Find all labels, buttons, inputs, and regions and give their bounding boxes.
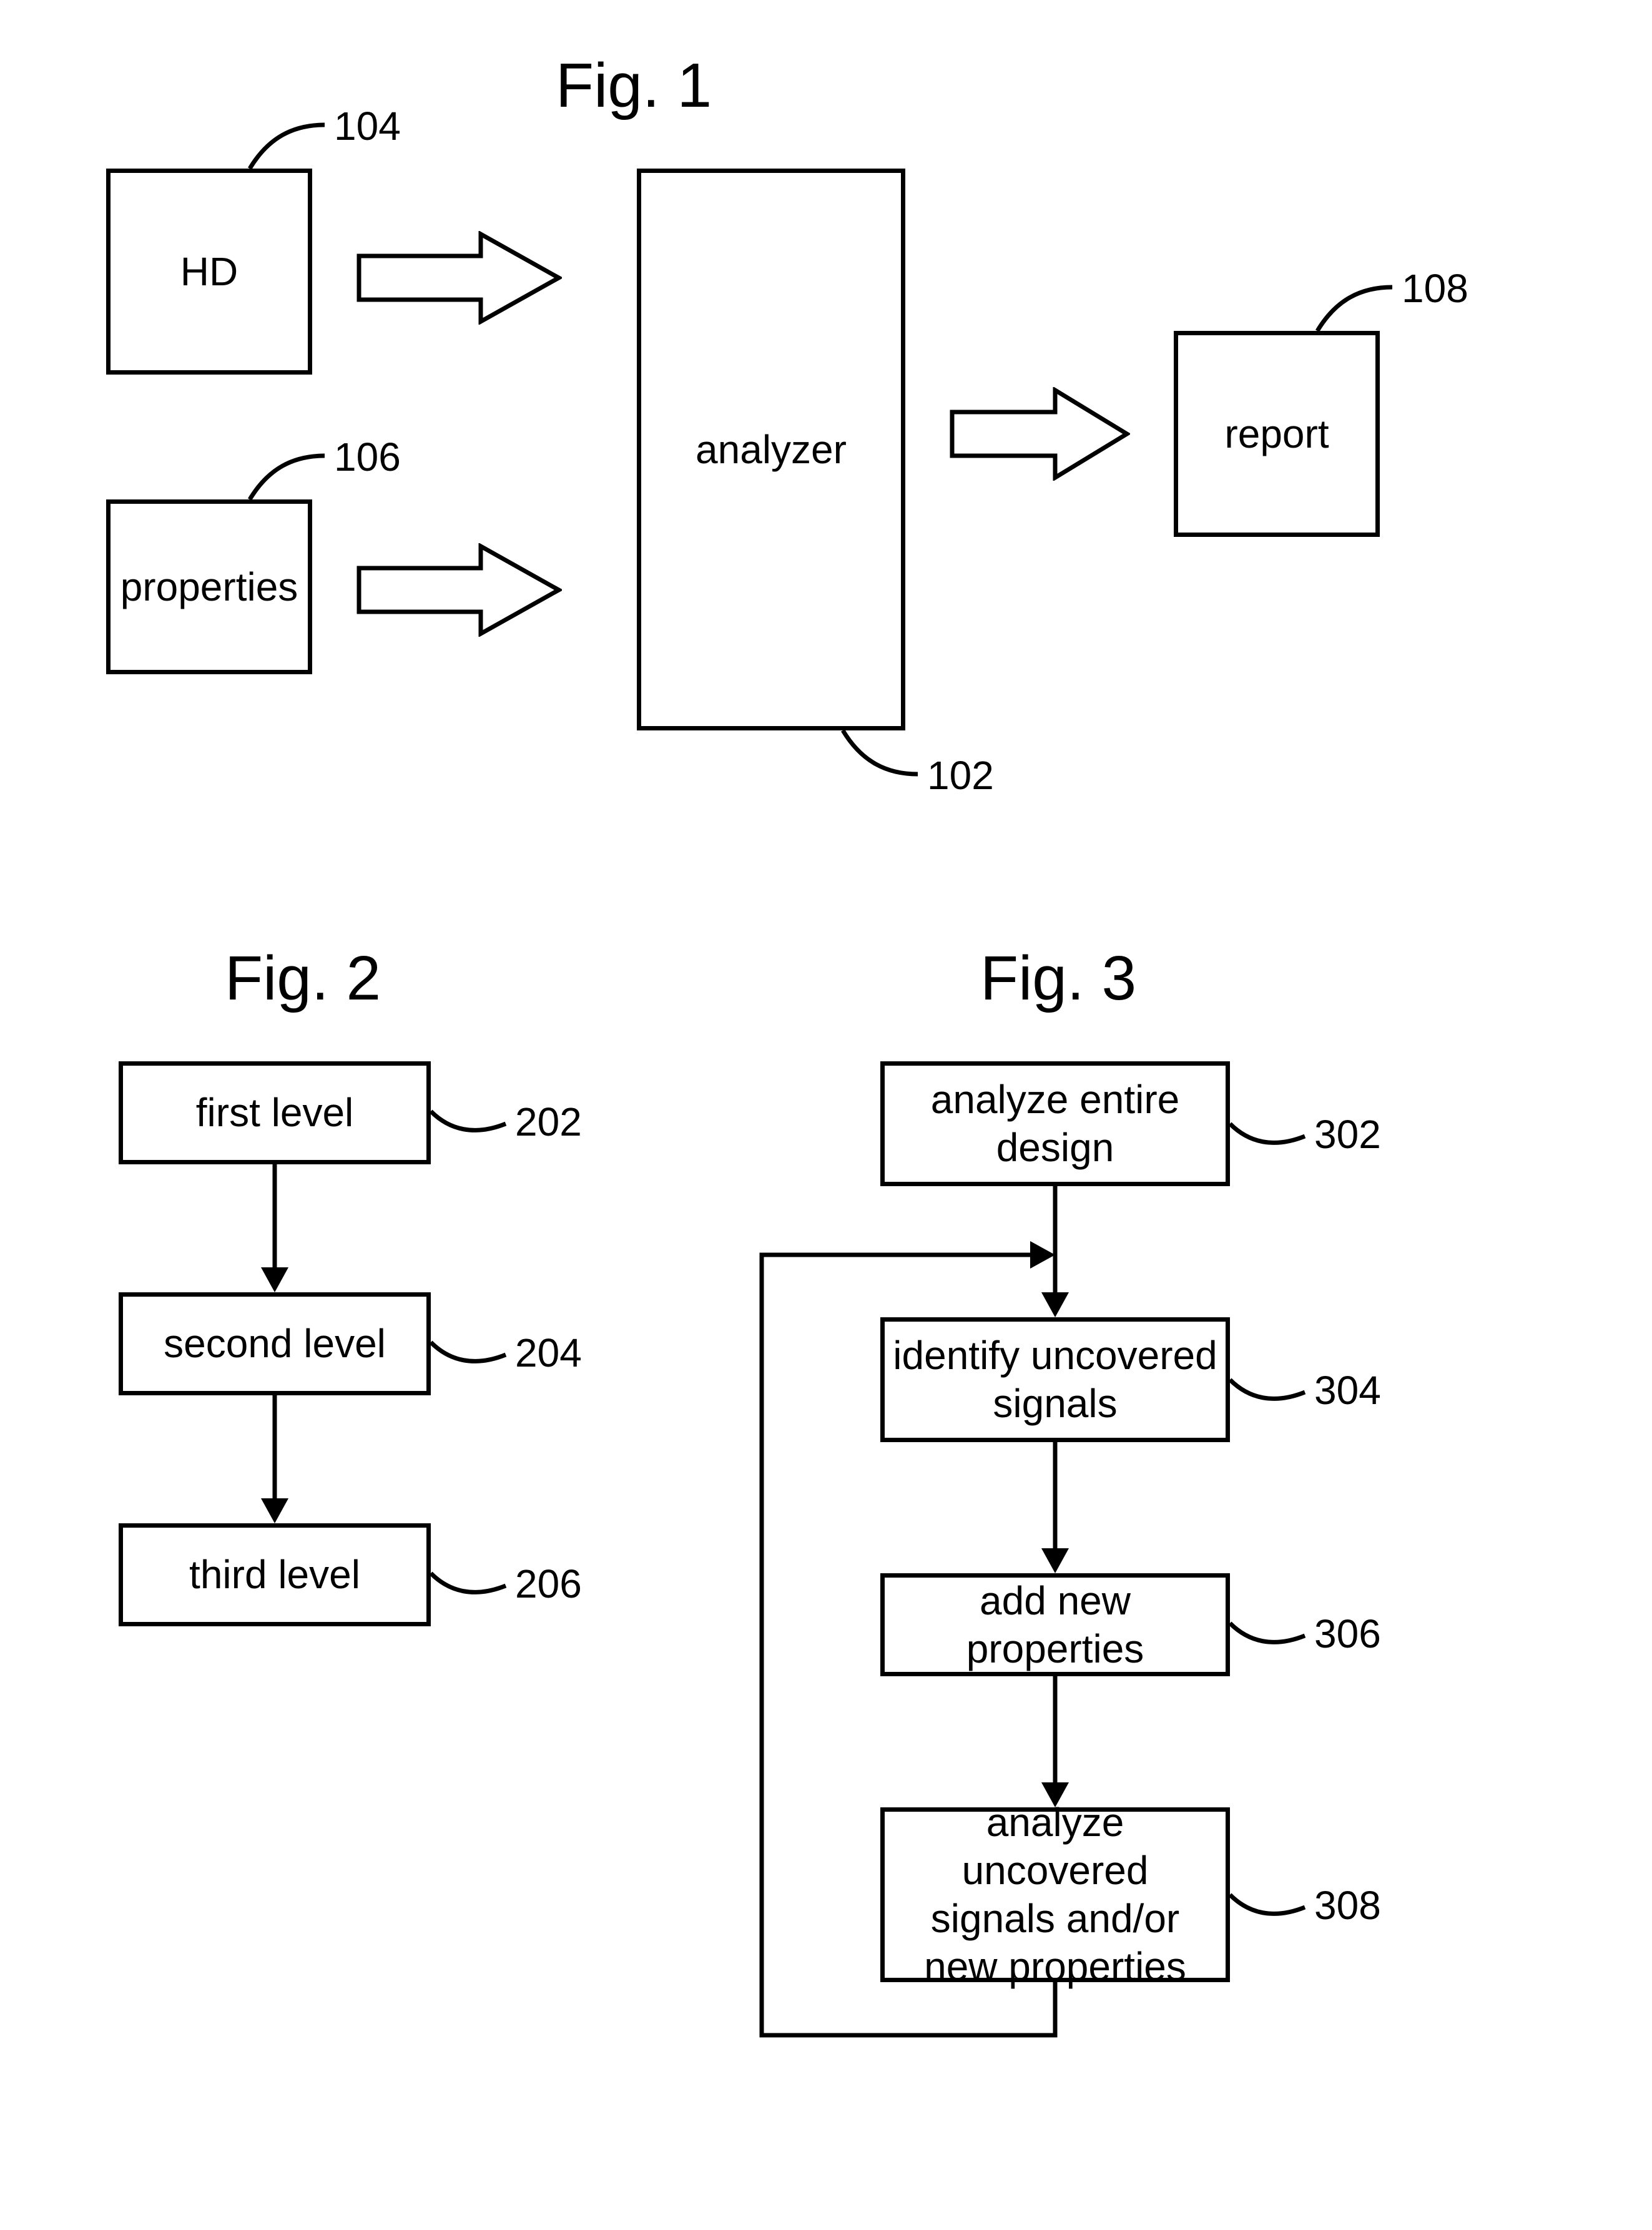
ref-analyze-design: 302 (1314, 1111, 1381, 1157)
label-add-props: add new properties (891, 1577, 1219, 1673)
fig3-title: Fig. 3 (980, 943, 1136, 1014)
feedback-loop (62, 50, 69, 56)
ref-identify: 304 (1314, 1367, 1381, 1413)
arrow-analyzer-to-report (949, 387, 1130, 481)
box-analyze-unc: analyze uncoveredsignals and/ornew prope… (880, 1807, 1230, 1982)
ref-report: 108 (1402, 265, 1468, 312)
ref-first-level: 202 (515, 1099, 582, 1145)
ref-add-props: 306 (1314, 1611, 1381, 1657)
ref-third-level: 206 (515, 1561, 582, 1607)
ref-second-level: 204 (515, 1330, 582, 1376)
fig2-title: Fig. 2 (225, 943, 381, 1014)
box-analyze-design: analyze entiredesign (880, 1061, 1230, 1186)
box-third-level: third level (119, 1523, 431, 1626)
label-second-level: second level (164, 1320, 386, 1368)
arrow-properties-to-analyzer (356, 543, 562, 637)
label-first-level: first level (196, 1089, 354, 1137)
box-second-level: second level (119, 1292, 431, 1395)
label-analyze-unc: analyze uncoveredsignals and/ornew prope… (891, 1799, 1219, 1990)
box-add-props: add new properties (880, 1573, 1230, 1676)
ref-analyzer: 102 (927, 752, 994, 798)
box-first-level: first level (119, 1061, 431, 1164)
label-identify: identify uncoveredsignals (893, 1332, 1217, 1428)
label-report: report (1224, 410, 1329, 458)
arrow-hd-to-analyzer (356, 231, 562, 325)
ref-analyze-unc: 308 (1314, 1882, 1381, 1928)
diagram-page: Fig. 1 HD 104 properties 106 analyzer 10… (62, 50, 1590, 2155)
label-third-level: third level (189, 1551, 360, 1599)
label-analyze-design: analyze entiredesign (931, 1076, 1179, 1172)
box-identify: identify uncoveredsignals (880, 1317, 1230, 1442)
callout-report (62, 50, 1498, 362)
